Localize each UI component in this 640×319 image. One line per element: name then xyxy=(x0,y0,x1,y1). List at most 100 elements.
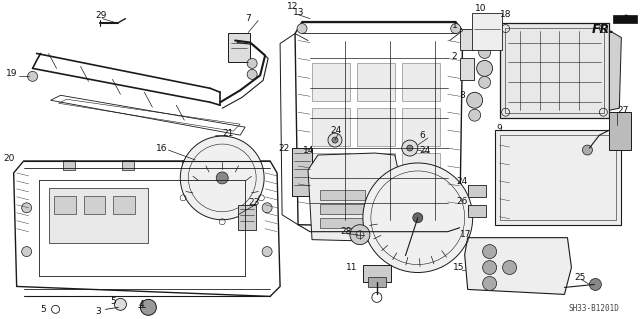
Bar xyxy=(228,33,250,63)
Bar xyxy=(312,108,350,146)
Circle shape xyxy=(451,24,461,33)
Circle shape xyxy=(328,133,342,147)
Text: 7: 7 xyxy=(245,14,251,23)
Circle shape xyxy=(483,261,497,274)
Circle shape xyxy=(216,172,228,184)
Text: 20: 20 xyxy=(4,153,15,162)
Circle shape xyxy=(297,24,307,33)
Text: 17: 17 xyxy=(460,230,471,239)
Text: 27: 27 xyxy=(618,106,628,115)
Circle shape xyxy=(483,245,497,259)
Circle shape xyxy=(407,145,413,151)
Polygon shape xyxy=(609,31,621,110)
Bar xyxy=(495,130,621,225)
Bar xyxy=(363,264,391,282)
Text: 5: 5 xyxy=(111,297,116,306)
Text: 1: 1 xyxy=(452,21,458,30)
Bar xyxy=(468,205,486,217)
Bar xyxy=(500,23,609,118)
Text: 28: 28 xyxy=(340,227,351,236)
Circle shape xyxy=(22,247,31,256)
Bar xyxy=(320,204,365,214)
Text: 10: 10 xyxy=(475,4,486,13)
Bar xyxy=(472,13,502,50)
Bar xyxy=(402,63,440,101)
Text: 15: 15 xyxy=(452,263,464,272)
Text: 4: 4 xyxy=(138,300,144,309)
Text: 22: 22 xyxy=(278,144,289,152)
Circle shape xyxy=(468,109,481,121)
Circle shape xyxy=(28,71,38,81)
Text: 21: 21 xyxy=(222,129,234,137)
Text: 19: 19 xyxy=(6,69,17,78)
Bar xyxy=(500,135,616,220)
Circle shape xyxy=(402,140,418,156)
Circle shape xyxy=(140,300,156,315)
Polygon shape xyxy=(308,153,400,241)
Bar xyxy=(609,112,631,150)
Bar xyxy=(49,188,148,243)
Bar xyxy=(460,29,474,50)
Text: 18: 18 xyxy=(500,10,511,19)
Bar xyxy=(54,196,76,214)
Bar xyxy=(320,218,365,228)
Bar xyxy=(402,108,440,146)
Text: 12: 12 xyxy=(287,2,298,11)
Bar xyxy=(312,63,350,101)
Text: 23: 23 xyxy=(248,198,260,207)
Bar xyxy=(83,196,106,214)
Circle shape xyxy=(479,47,491,58)
Circle shape xyxy=(247,70,257,79)
Circle shape xyxy=(589,278,602,290)
Text: 25: 25 xyxy=(575,273,586,282)
Text: 11: 11 xyxy=(346,263,358,272)
Circle shape xyxy=(582,145,593,155)
Bar xyxy=(402,153,440,191)
Text: 14: 14 xyxy=(303,145,314,154)
Bar xyxy=(312,198,350,236)
Polygon shape xyxy=(465,238,572,294)
Bar xyxy=(113,196,136,214)
Bar xyxy=(402,198,440,236)
Circle shape xyxy=(363,163,473,272)
Circle shape xyxy=(22,203,31,213)
Text: 24: 24 xyxy=(457,177,468,186)
Circle shape xyxy=(413,213,423,223)
Text: 29: 29 xyxy=(95,11,107,20)
Text: 24: 24 xyxy=(420,145,431,154)
Text: 24: 24 xyxy=(330,126,341,135)
Circle shape xyxy=(247,58,257,68)
Circle shape xyxy=(477,60,493,76)
Bar xyxy=(238,205,256,230)
Text: 13: 13 xyxy=(293,8,305,17)
Bar xyxy=(368,278,386,287)
Text: 2: 2 xyxy=(452,52,458,61)
Bar xyxy=(504,27,604,113)
Circle shape xyxy=(477,31,493,47)
Circle shape xyxy=(262,203,272,213)
Circle shape xyxy=(332,137,338,143)
Circle shape xyxy=(467,92,483,108)
Text: FR.: FR. xyxy=(591,23,614,36)
Bar xyxy=(468,185,486,197)
Bar xyxy=(292,148,312,196)
Text: SH33-B1201D: SH33-B1201D xyxy=(568,304,620,313)
Bar xyxy=(122,160,134,170)
Bar xyxy=(182,160,195,170)
Bar xyxy=(460,58,474,80)
Circle shape xyxy=(479,76,491,88)
Circle shape xyxy=(115,298,127,310)
Bar xyxy=(320,190,365,200)
Circle shape xyxy=(350,225,370,245)
Bar xyxy=(357,153,395,191)
Text: 5: 5 xyxy=(40,305,46,314)
Circle shape xyxy=(262,247,272,256)
Text: 8: 8 xyxy=(460,91,465,100)
Bar xyxy=(312,153,350,191)
Bar xyxy=(242,160,254,170)
Bar xyxy=(63,160,74,170)
Text: 6: 6 xyxy=(420,130,426,140)
Bar xyxy=(357,63,395,101)
Circle shape xyxy=(483,277,497,290)
Circle shape xyxy=(502,261,516,274)
